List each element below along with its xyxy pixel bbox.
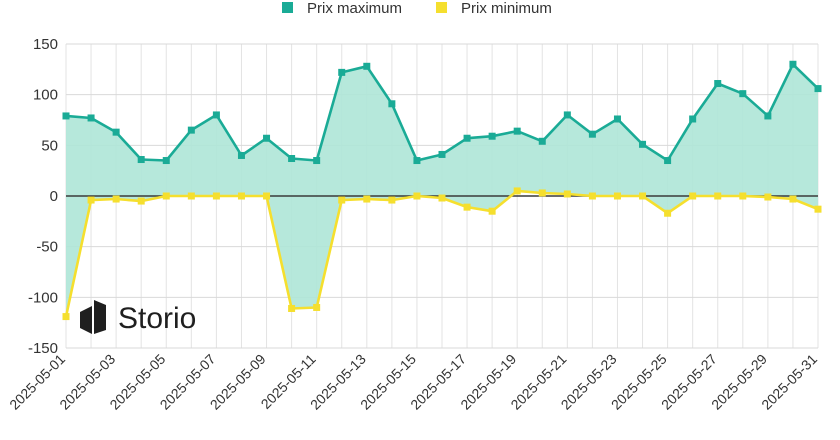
data-point[interactable] — [513, 187, 521, 195]
data-point[interactable] — [463, 134, 471, 142]
data-point[interactable] — [438, 194, 446, 202]
data-point[interactable] — [338, 196, 346, 204]
data-point[interactable] — [87, 114, 95, 122]
data-point[interactable] — [212, 192, 220, 200]
data-point[interactable] — [388, 100, 396, 108]
data-point[interactable] — [413, 192, 421, 200]
y-axis-ticks: 150 100 50 0 -50 -100 -150 — [28, 36, 58, 357]
data-point[interactable] — [237, 151, 245, 159]
data-point[interactable] — [263, 192, 271, 200]
data-point[interactable] — [162, 192, 170, 200]
data-point[interactable] — [764, 112, 772, 120]
data-point[interactable] — [588, 130, 596, 138]
data-point[interactable] — [664, 209, 672, 217]
data-point[interactable] — [463, 203, 471, 211]
data-point[interactable] — [112, 195, 120, 203]
data-point[interactable] — [137, 197, 145, 205]
legend-item-prix-minimum[interactable]: Prix minimum — [436, 0, 552, 17]
data-point[interactable] — [814, 85, 822, 93]
series-prix-maximum — [62, 60, 822, 165]
data-point[interactable] — [187, 192, 195, 200]
data-point[interactable] — [338, 68, 346, 76]
data-point[interactable] — [313, 303, 321, 311]
data-point[interactable] — [438, 150, 446, 158]
data-point[interactable] — [212, 111, 220, 119]
y-tick-label: -100 — [28, 289, 58, 306]
data-point[interactable] — [739, 192, 747, 200]
data-point[interactable] — [413, 157, 421, 165]
data-point[interactable] — [639, 140, 647, 148]
data-point[interactable] — [789, 60, 797, 68]
data-point[interactable] — [538, 189, 546, 197]
data-point[interactable] — [288, 155, 296, 163]
y-tick-label: 150 — [33, 36, 58, 53]
legend-label: Prix maximum — [307, 0, 402, 17]
y-tick-label: -50 — [36, 239, 58, 256]
y-tick-label: 0 — [50, 188, 58, 205]
y-tick-label: -150 — [28, 340, 58, 357]
data-point[interactable] — [112, 128, 120, 136]
y-tick-label: 100 — [33, 87, 58, 104]
area-between-series — [66, 64, 818, 317]
data-point[interactable] — [488, 207, 496, 215]
data-point[interactable] — [363, 195, 371, 203]
storio-logo-icon — [80, 300, 106, 334]
data-point[interactable] — [513, 127, 521, 135]
data-point[interactable] — [187, 126, 195, 134]
data-point[interactable] — [714, 192, 722, 200]
data-point[interactable] — [137, 156, 145, 164]
data-point[interactable] — [563, 190, 571, 198]
series-layer — [62, 60, 822, 321]
data-point[interactable] — [563, 111, 571, 119]
data-point[interactable] — [639, 192, 647, 200]
data-point[interactable] — [588, 192, 596, 200]
data-point[interactable] — [162, 157, 170, 165]
data-point[interactable] — [613, 115, 621, 123]
data-point[interactable] — [288, 304, 296, 312]
data-point[interactable] — [689, 192, 697, 200]
data-point[interactable] — [62, 313, 70, 321]
data-point[interactable] — [488, 132, 496, 140]
legend-label: Prix minimum — [461, 0, 552, 17]
data-point[interactable] — [388, 196, 396, 204]
legend[interactable]: Prix maximum Prix minimum — [282, 0, 552, 17]
legend-swatch — [282, 2, 293, 13]
x-axis-ticks: 2025-05-012025-05-032025-05-052025-05-07… — [6, 351, 820, 413]
legend-swatch — [436, 2, 447, 13]
watermark: Storio — [80, 300, 196, 335]
legend-item-prix-maximum[interactable]: Prix maximum — [282, 0, 402, 17]
data-point[interactable] — [714, 80, 722, 88]
data-point[interactable] — [538, 137, 546, 145]
data-point[interactable] — [363, 62, 371, 70]
data-point[interactable] — [664, 157, 672, 165]
data-point[interactable] — [313, 157, 321, 165]
data-point[interactable] — [62, 112, 70, 120]
data-point[interactable] — [739, 90, 747, 98]
data-point[interactable] — [689, 115, 697, 123]
data-point[interactable] — [764, 193, 772, 201]
data-point[interactable] — [789, 195, 797, 203]
data-point[interactable] — [814, 205, 822, 213]
data-point[interactable] — [263, 134, 271, 142]
data-point[interactable] — [237, 192, 245, 200]
watermark-text: Storio — [118, 302, 196, 335]
data-point[interactable] — [613, 192, 621, 200]
series-prix-minimum — [62, 187, 822, 321]
data-point[interactable] — [87, 196, 95, 204]
y-tick-label: 50 — [41, 137, 58, 154]
